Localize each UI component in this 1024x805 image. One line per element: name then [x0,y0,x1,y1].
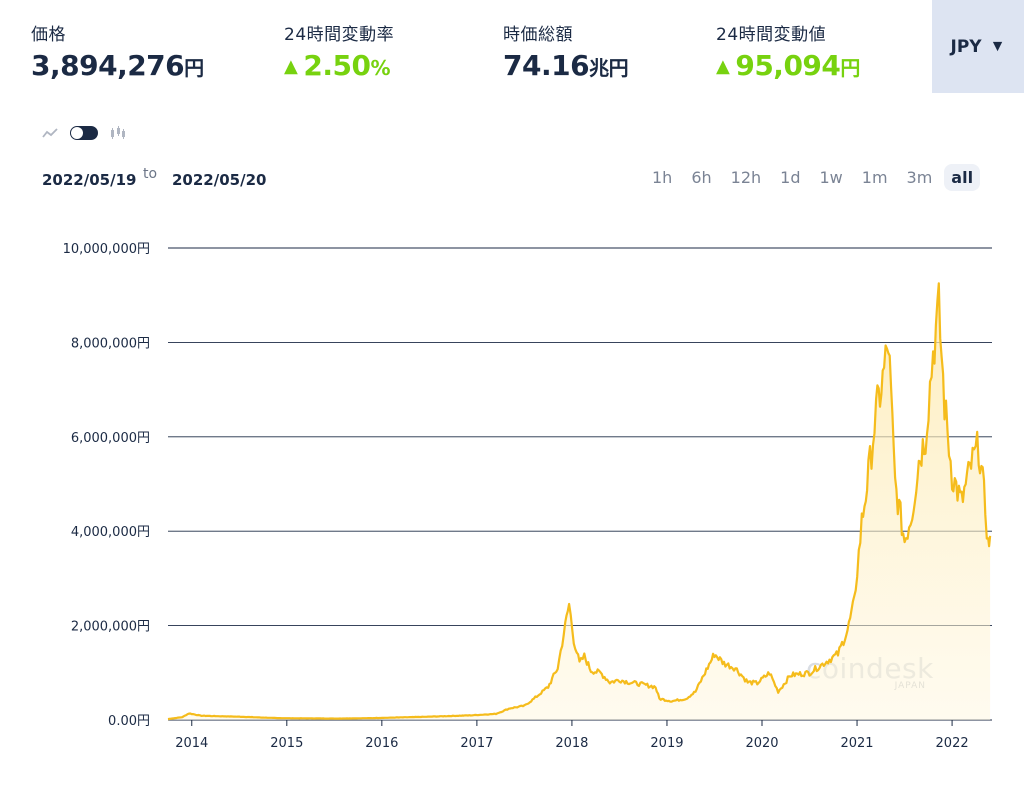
x-tick-label: 2020 [745,736,778,751]
switch-knob [71,127,83,139]
price-chart: 0.00円 2,000,000円 4,000,000円 6,000,000円 8,000… [63,242,992,751]
stat-change-value: 24時間変動値 ▲ 95,094円 [716,20,860,82]
timeframe-1w[interactable]: 1w [819,168,843,187]
up-arrow-icon: ▲ [716,56,730,77]
x-tick-label: 2022 [936,736,969,751]
timeframe-12h[interactable]: 12h [730,168,762,187]
timeframe-1h[interactable]: 1h [652,168,673,187]
currency-select[interactable]: JPY ▼ [932,0,1024,93]
timeframe-selector: 1h 6h 12h 1d 1w 1m 3m all [640,164,981,191]
date-to[interactable]: 2022/05/20 [172,171,267,189]
chart-type-toggle [42,126,126,140]
chart-type-switch[interactable] [70,126,98,140]
y-axis-labels: 0.00円 2,000,000円 4,000,000円 6,000,000円 8,000… [63,242,150,729]
timeframe-1d[interactable]: 1d [780,168,801,187]
stat-price: 価格 3,894,276円 [31,20,204,82]
stat-price-value: 3,894,276円 [31,49,204,82]
x-tick-label: 2014 [175,736,208,751]
y-tick-label: 6,000,000円 [71,431,150,446]
stat-market-cap-label: 時価総額 [503,25,573,45]
price-area [168,283,991,720]
caret-down-icon: ▼ [989,37,1006,55]
candlestick-icon[interactable] [110,126,126,140]
x-tick-label: 2015 [270,736,303,751]
price-line [167,282,992,721]
stat-change-value-value: ▲ 95,094円 [716,49,860,82]
x-axis: 2014 2015 2016 2017 2018 2019 2020 2021 2022 [168,719,992,751]
x-tick-label: 2017 [460,736,493,751]
currency-label: JPY [950,36,982,57]
x-tick-label: 2016 [365,736,398,751]
stat-change-pct: 24時間変動率 ▲ 2.50% [284,20,394,82]
timeframe-all[interactable]: all [944,164,981,191]
date-from[interactable]: 2022/05/19 [42,171,137,189]
stat-price-label: 価格 [31,25,66,45]
y-tick-label: 4,000,000円 [71,525,150,540]
stat-change-value-label: 24時間変動値 [716,25,827,45]
y-tick-label: 8,000,000円 [71,336,150,351]
stat-change-pct-label: 24時間変動率 [284,25,395,45]
stat-market-cap: 時価総額 74.16兆円 [503,20,629,82]
y-tick-label: 2,000,000円 [71,620,150,635]
chart-grid [168,247,992,627]
timeframe-6h[interactable]: 6h [691,168,712,187]
line-chart-icon[interactable] [42,127,58,139]
y-tick-label: 10,000,000円 [63,242,150,257]
timeframe-1m[interactable]: 1m [861,168,888,187]
y-tick-label: 0.00円 [108,714,150,729]
up-arrow-icon: ▲ [284,56,298,77]
x-tick-label: 2019 [650,736,683,751]
timeframe-3m[interactable]: 3m [906,168,933,187]
stat-change-pct-value: ▲ 2.50% [284,49,390,82]
x-tick-label: 2021 [840,736,873,751]
x-tick-label: 2018 [555,736,588,751]
date-separator: to [143,166,158,182]
stat-market-cap-value: 74.16兆円 [503,49,629,82]
